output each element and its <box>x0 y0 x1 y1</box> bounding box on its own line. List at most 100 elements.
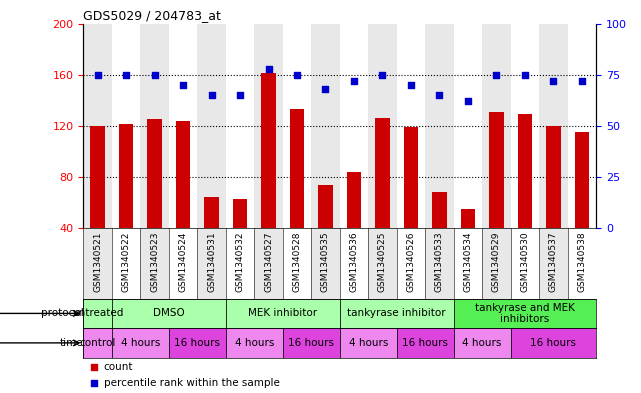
Bar <box>233 198 247 228</box>
Point <box>92 72 103 78</box>
Bar <box>83 328 112 358</box>
Text: GSM1340532: GSM1340532 <box>235 231 244 292</box>
Bar <box>454 328 511 358</box>
Point <box>121 72 131 78</box>
Point <box>235 92 245 98</box>
Bar <box>140 228 169 299</box>
Text: 16 hours: 16 hours <box>174 338 221 348</box>
Text: GSM1340524: GSM1340524 <box>179 231 188 292</box>
Text: GSM1340525: GSM1340525 <box>378 231 387 292</box>
Bar <box>226 299 340 328</box>
Bar <box>169 328 226 358</box>
Bar <box>489 112 504 228</box>
Bar <box>254 228 283 299</box>
Bar <box>454 228 482 299</box>
Bar <box>119 125 133 228</box>
Text: 16 hours: 16 hours <box>530 338 576 348</box>
Bar <box>397 328 454 358</box>
Bar <box>340 228 368 299</box>
Text: GSM1340536: GSM1340536 <box>349 231 358 292</box>
Point <box>320 86 331 92</box>
Bar <box>425 228 454 299</box>
Text: untreated: untreated <box>72 309 123 318</box>
Bar <box>226 24 254 228</box>
Bar <box>404 127 418 228</box>
Point <box>263 65 274 72</box>
Text: GSM1340522: GSM1340522 <box>122 231 131 292</box>
Bar <box>312 24 340 228</box>
Bar <box>461 209 475 228</box>
Bar <box>454 24 482 228</box>
Bar <box>312 228 340 299</box>
Bar <box>197 24 226 228</box>
Text: GDS5029 / 204783_at: GDS5029 / 204783_at <box>83 9 221 22</box>
Text: 4 hours: 4 hours <box>121 338 160 348</box>
Bar <box>83 24 112 228</box>
Bar <box>290 109 304 228</box>
Point <box>577 78 587 84</box>
Bar <box>83 228 112 299</box>
Text: GSM1340521: GSM1340521 <box>93 231 102 292</box>
Bar <box>254 24 283 228</box>
Point <box>206 92 217 98</box>
Text: GSM1340529: GSM1340529 <box>492 231 501 292</box>
Text: GSM1340535: GSM1340535 <box>321 231 330 292</box>
Bar <box>169 228 197 299</box>
Bar <box>340 328 397 358</box>
Point <box>149 72 160 78</box>
Text: GSM1340530: GSM1340530 <box>520 231 529 292</box>
Text: tankyrase inhibitor: tankyrase inhibitor <box>347 309 446 318</box>
Text: 16 hours: 16 hours <box>288 338 334 348</box>
Bar <box>482 228 511 299</box>
Bar <box>176 121 190 228</box>
Text: tankyrase and MEK
inhibitors: tankyrase and MEK inhibitors <box>475 303 575 324</box>
Bar <box>397 228 425 299</box>
Text: GSM1340523: GSM1340523 <box>150 231 159 292</box>
Bar <box>169 24 197 228</box>
Bar <box>83 299 112 328</box>
Text: GSM1340527: GSM1340527 <box>264 231 273 292</box>
Text: GSM1340537: GSM1340537 <box>549 231 558 292</box>
Text: 4 hours: 4 hours <box>235 338 274 348</box>
Bar <box>376 118 390 228</box>
Bar <box>397 24 425 228</box>
Point <box>178 82 188 88</box>
Text: time: time <box>60 338 83 348</box>
Point <box>88 364 99 370</box>
Text: GSM1340531: GSM1340531 <box>207 231 216 292</box>
Bar <box>347 172 361 228</box>
Point <box>406 82 416 88</box>
Bar <box>319 185 333 228</box>
Bar <box>539 228 568 299</box>
Bar <box>262 73 276 228</box>
Text: GSM1340533: GSM1340533 <box>435 231 444 292</box>
Bar <box>90 126 104 228</box>
Text: 4 hours: 4 hours <box>349 338 388 348</box>
Bar <box>112 299 226 328</box>
Bar <box>226 328 283 358</box>
Bar <box>432 192 447 228</box>
Bar <box>568 228 596 299</box>
Text: percentile rank within the sample: percentile rank within the sample <box>104 378 279 388</box>
Bar <box>340 299 454 328</box>
Text: MEK inhibitor: MEK inhibitor <box>248 309 317 318</box>
Bar <box>539 24 568 228</box>
Bar <box>368 24 397 228</box>
Bar <box>518 114 532 228</box>
Text: GSM1340528: GSM1340528 <box>292 231 301 292</box>
Text: count: count <box>104 362 133 372</box>
Text: GSM1340538: GSM1340538 <box>578 231 587 292</box>
Bar <box>197 228 226 299</box>
Bar <box>568 24 596 228</box>
Text: 16 hours: 16 hours <box>402 338 448 348</box>
Point <box>520 72 530 78</box>
Text: GSM1340534: GSM1340534 <box>463 231 472 292</box>
Text: GSM1340526: GSM1340526 <box>406 231 415 292</box>
Point <box>548 78 558 84</box>
Bar <box>454 299 596 328</box>
Text: protocol: protocol <box>40 309 83 318</box>
Bar <box>575 132 589 228</box>
Bar <box>283 228 312 299</box>
Bar <box>283 24 312 228</box>
Point <box>349 78 359 84</box>
